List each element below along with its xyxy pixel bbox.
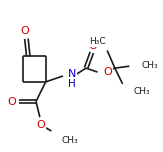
Text: H₃C: H₃C: [89, 37, 105, 46]
Text: N: N: [68, 69, 76, 79]
Text: O: O: [20, 26, 29, 36]
Text: O: O: [37, 120, 45, 130]
Text: O: O: [103, 67, 112, 77]
Text: O: O: [8, 97, 16, 107]
Text: CH₃: CH₃: [133, 87, 150, 96]
Text: O: O: [88, 41, 97, 51]
Text: H: H: [68, 79, 75, 89]
Text: CH₃: CH₃: [142, 61, 158, 70]
Text: CH₃: CH₃: [61, 136, 78, 145]
